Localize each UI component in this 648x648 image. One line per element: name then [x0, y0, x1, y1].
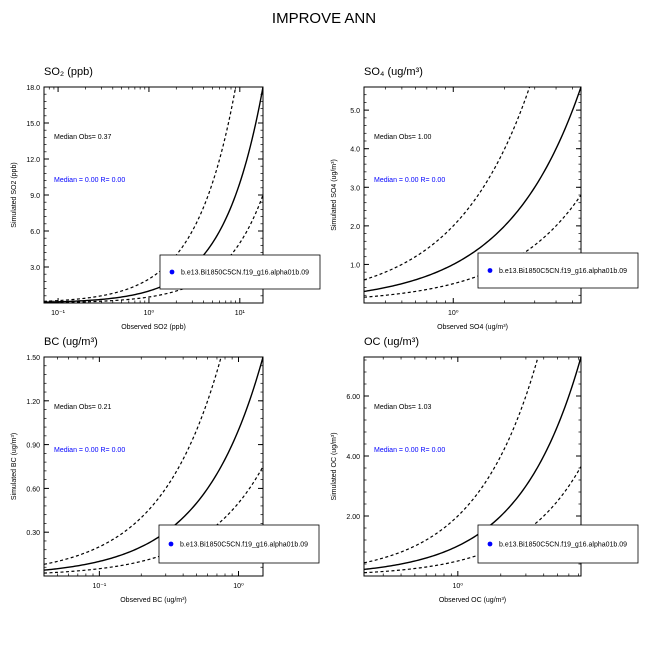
y-tick-label: 4.0	[350, 147, 360, 154]
reference-line-2-to-1	[364, 87, 531, 281]
x-tick-label: 10¹	[235, 310, 246, 317]
median-sim-annotation: Median = 0.00 R= 0.00	[374, 447, 445, 454]
median-sim-annotation: Median = 0.00 R= 0.00	[54, 447, 125, 454]
y-tick-label: 4.00	[346, 454, 360, 461]
y-tick-label: 3.0	[350, 185, 360, 192]
reference-line-2-to-1	[44, 357, 222, 565]
median-sim-annotation: Median = 0.00 R= 0.00	[374, 177, 445, 184]
panel-2: 1.0 2.0 3.0 4.0 5.0 10⁰ SO₄ (ug/m³) Observed SO…	[331, 66, 639, 331]
median-obs-annotation: Median Obs= 1.00	[374, 134, 432, 141]
legend-marker	[168, 541, 174, 547]
y-tick-label: 18.0	[26, 85, 40, 92]
reference-line-1-to-2	[364, 194, 581, 298]
figure-title: IMPROVE ANN	[271, 10, 377, 27]
y-axis-label: Simulated SO4 (ug/m³)	[331, 159, 338, 231]
y-tick-label: 1.20	[26, 399, 40, 406]
x-tick-label: 10⁰	[233, 582, 244, 590]
median-obs-annotation: Median Obs= 0.37	[54, 134, 112, 141]
reference-line-1-to-1	[44, 357, 263, 571]
panel-4: 2.00 4.00 6.00 10⁰ OC (ug/m³) Observed OC (ug…	[331, 336, 639, 604]
legend-label: b.e13.Bi1850C5CN.f19_g16.alpha01b.09	[499, 268, 627, 275]
x-tick-label: 10⁰	[144, 309, 155, 317]
median-obs-annotation: Median Obs= 1.03	[374, 404, 432, 411]
y-tick-label: 12.0	[26, 157, 40, 164]
legend-box	[158, 524, 320, 564]
y-tick-label: 0.60	[26, 486, 40, 493]
legend-label: b.e13.Bi1850C5CN.f19_g16.alpha01b.09	[499, 542, 627, 549]
reference-line-1-to-1	[364, 357, 581, 571]
y-axis-label: Simulated OC (ug/m³)	[331, 432, 338, 500]
x-axis-label: Observed SO4 (ug/m³)	[437, 324, 508, 331]
reference-line-1-to-2	[44, 466, 263, 574]
panel-title: BC (ug/m³)	[44, 336, 98, 348]
x-tick-label: 10⁰	[453, 582, 464, 590]
y-tick-label: 3.0	[30, 265, 40, 272]
y-tick-label: 5.0	[350, 108, 360, 115]
y-tick-label: 9.0	[30, 193, 40, 200]
x-tick-label: 10⁰	[448, 309, 459, 317]
y-tick-label: 6.0	[30, 229, 40, 236]
legend-label: b.e13.Bi1850C5CN.f19_g16.alpha01b.09	[180, 542, 308, 549]
y-tick-label: 0.90	[26, 443, 40, 450]
y-tick-label: 6.00	[346, 394, 360, 401]
reference-line-1-to-2	[364, 466, 581, 574]
y-axis-label: Simulated BC (ug/m³)	[11, 433, 18, 500]
y-axis-label: Simulated SO2 (ppb)	[11, 162, 18, 227]
legend-marker	[169, 269, 175, 275]
y-tick-label: 0.30	[26, 530, 40, 537]
panel-title: OC (ug/m³)	[364, 336, 419, 348]
x-tick-label: 10⁻¹	[92, 583, 106, 590]
panel-title: SO₂ (ppb)	[44, 66, 93, 78]
y-tick-label: 2.0	[350, 224, 360, 231]
legend-box	[477, 524, 639, 564]
y-tick-label: 2.00	[346, 514, 360, 521]
legend-marker	[487, 541, 493, 547]
y-tick-label: 1.50	[26, 355, 40, 362]
reference-lines	[364, 357, 581, 574]
x-axis-label: Observed OC (ug/m³)	[439, 597, 506, 604]
panel-3: 0.30 0.60 0.90 1.20 1.50 10⁻¹ 10⁰ BC (ug/m³) Obs…	[11, 336, 320, 604]
x-axis-label: Observed BC (ug/m³)	[120, 597, 187, 604]
reference-line-1-to-1	[364, 87, 581, 293]
legend-box	[159, 254, 321, 290]
legend-box	[477, 252, 639, 289]
reference-line-1-to-1	[44, 87, 263, 303]
median-sim-annotation: Median = 0.00 R= 0.00	[54, 177, 125, 184]
legend: b.e13.Bi1850C5CN.f19_g16.alpha01b.09	[477, 252, 639, 289]
x-tick-label: 10⁻¹	[51, 310, 65, 317]
median-obs-annotation: Median Obs= 0.21	[54, 404, 112, 411]
x-axis-label: Observed SO2 (ppb)	[121, 324, 186, 331]
panel-title: SO₄ (ug/m³)	[364, 66, 423, 78]
y-tick-label: 1.0	[350, 262, 360, 269]
legend-label: b.e13.Bi1850C5CN.f19_g16.alpha01b.09	[181, 270, 309, 277]
legend: b.e13.Bi1850C5CN.f19_g16.alpha01b.09	[477, 524, 639, 564]
legend: b.e13.Bi1850C5CN.f19_g16.alpha01b.09	[158, 524, 320, 564]
plot-frame	[43, 356, 264, 577]
plot-frame	[363, 356, 582, 577]
panel-1: 3.0 6.0 9.0 12.0 15.0 18.0 10⁻¹ 10⁰ 10¹ SO₂ (ppb)…	[11, 66, 321, 331]
reference-line-2-to-1	[364, 357, 539, 564]
legend: b.e13.Bi1850C5CN.f19_g16.alpha01b.09	[159, 254, 321, 290]
reference-lines	[364, 87, 581, 298]
y-tick-label: 15.0	[26, 121, 40, 128]
reference-lines	[44, 357, 263, 574]
legend-marker	[487, 268, 493, 273]
